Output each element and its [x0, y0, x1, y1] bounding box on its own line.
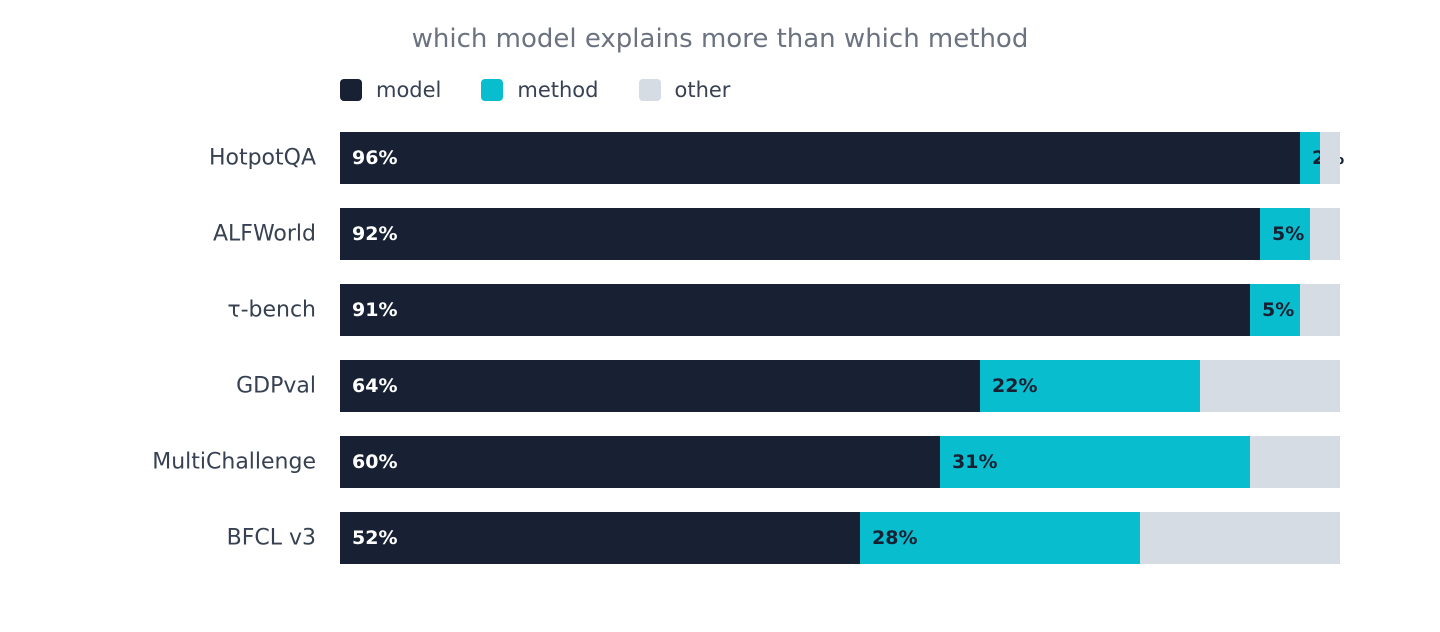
value-label-method-bench: 5% — [1262, 299, 1294, 321]
value-label-method-bfcl-v3: 28% — [872, 527, 917, 549]
legend-label-method: method — [517, 78, 599, 102]
bar-method-alfworld — [1260, 208, 1310, 260]
value-label-model-bench: 91% — [352, 299, 397, 321]
category-label-bfcl-v3: BFCL v3 — [227, 526, 316, 551]
bar-other-hotpotqa — [1320, 132, 1340, 184]
value-label-model-hotpotqa: 96% — [352, 147, 397, 169]
legend-label-other: other — [674, 78, 731, 102]
bar-model-alfworld — [340, 208, 1260, 260]
bar-method-multichallenge — [940, 436, 1250, 488]
value-label-method-alfworld: 5% — [1272, 223, 1304, 245]
category-label-alfworld: ALFWorld — [213, 222, 316, 247]
bar-other-gdpval — [1200, 360, 1340, 412]
value-label-model-alfworld: 92% — [352, 223, 397, 245]
category-label-bench: τ-bench — [227, 298, 316, 323]
bar-model-gdpval — [340, 360, 980, 412]
bar-model-hotpotqa — [340, 132, 1300, 184]
value-label-method-gdpval: 22% — [992, 375, 1037, 397]
legend-item-method: method — [481, 78, 599, 102]
legend: model method other — [340, 78, 770, 102]
bar-other-alfworld — [1310, 208, 1340, 260]
bar-model-multichallenge — [340, 436, 940, 488]
bar-model-bench — [340, 284, 1250, 336]
bar-method-bench — [1250, 284, 1300, 336]
value-label-method-multichallenge: 31% — [952, 451, 997, 473]
legend-item-other: other — [638, 78, 731, 102]
value-label-model-multichallenge: 60% — [352, 451, 397, 473]
legend-swatch-method — [481, 79, 504, 101]
bar-method-gdpval — [980, 360, 1200, 412]
legend-swatch-model — [340, 79, 362, 101]
bar-other-bench — [1300, 284, 1340, 336]
bar-other-bfcl-v3 — [1140, 512, 1340, 564]
bar-method-bfcl-v3 — [860, 512, 1140, 564]
category-label-gdpval: GDPval — [236, 374, 316, 399]
legend-label-model: model — [376, 78, 442, 102]
legend-swatch-other — [638, 79, 661, 101]
bar-other-multichallenge — [1250, 436, 1340, 488]
legend-item-model: model — [340, 78, 441, 102]
value-label-model-gdpval: 64% — [352, 375, 397, 397]
bar-model-bfcl-v3 — [340, 512, 860, 564]
bar-method-hotpotqa — [1300, 132, 1320, 184]
category-label-multichallenge: MultiChallenge — [152, 450, 316, 475]
value-label-model-bfcl-v3: 52% — [352, 527, 397, 549]
category-label-hotpotqa: HotpotQA — [209, 146, 316, 171]
chart-title: which model explains more than which met… — [411, 24, 1029, 54]
